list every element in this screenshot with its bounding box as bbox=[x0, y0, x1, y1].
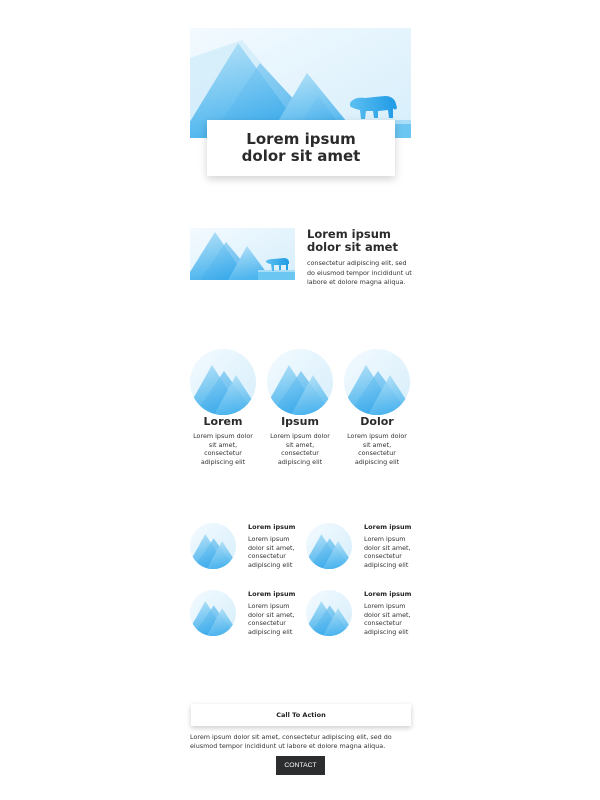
grid-item: Lorem ipsum Lorem ipsum dolor sit amet, … bbox=[306, 523, 412, 573]
grid-item-text: Lorem ipsum Lorem ipsum dolor sit amet, … bbox=[248, 523, 298, 569]
call-to-action-label: Call To Action bbox=[276, 711, 326, 719]
feature-image bbox=[190, 228, 295, 280]
hero-title: Lorem ipsum dolor sit amet bbox=[241, 130, 361, 165]
grid-item-text: Lorem ipsum Lorem ipsum dolor sit amet, … bbox=[364, 590, 414, 636]
grid-item-text: Lorem ipsum Lorem ipsum dolor sit amet, … bbox=[248, 590, 298, 636]
contact-button[interactable]: CONTACT bbox=[276, 756, 325, 775]
column-title: Ipsum bbox=[281, 415, 319, 428]
feature-body: consectetur adipiscing elit, sed do eius… bbox=[307, 259, 412, 286]
mountain-circle-icon bbox=[190, 349, 256, 415]
mountain-circle-icon bbox=[190, 523, 236, 569]
mountain-bear-icon bbox=[190, 28, 411, 138]
column-body: Lorem ipsum dolor sit amet, consectetur … bbox=[193, 432, 253, 466]
grid-item: Lorem ipsum Lorem ipsum dolor sit amet, … bbox=[190, 523, 296, 573]
grid-item-title: Lorem ipsum bbox=[248, 590, 296, 598]
column-title: Dolor bbox=[360, 415, 394, 428]
column-title: Lorem bbox=[203, 415, 243, 428]
mountain-circle-icon bbox=[190, 590, 236, 636]
grid-item: Lorem ipsum Lorem ipsum dolor sit amet, … bbox=[306, 590, 412, 640]
mountain-bear-icon bbox=[190, 228, 295, 280]
feature-title: Lorem ipsum dolor sit amet bbox=[307, 227, 398, 254]
mountain-circle-icon bbox=[344, 349, 410, 415]
mountain-circle-icon bbox=[306, 590, 352, 636]
mountain-circle-icon bbox=[267, 349, 333, 415]
hero-card: Lorem ipsum dolor sit amet bbox=[207, 120, 395, 176]
grid-item-body: Lorem ipsum dolor sit amet, consectetur … bbox=[364, 602, 411, 636]
column-body: Lorem ipsum dolor sit amet, consectetur … bbox=[270, 432, 330, 466]
call-to-action-body: Lorem ipsum dolor sit amet, consectetur … bbox=[190, 733, 392, 750]
column-item: Ipsum Lorem ipsum dolor sit amet, consec… bbox=[266, 349, 334, 466]
call-to-action-banner: Call To Action bbox=[191, 704, 411, 726]
column-body: Lorem ipsum dolor sit amet, consectetur … bbox=[347, 432, 407, 466]
grid-item-body: Lorem ipsum dolor sit amet, consectetur … bbox=[248, 602, 295, 636]
grid-item-body: Lorem ipsum dolor sit amet, consectetur … bbox=[248, 535, 295, 569]
hero-image bbox=[190, 28, 411, 138]
grid-item-body: Lorem ipsum dolor sit amet, consectetur … bbox=[364, 535, 411, 569]
column-item: Dolor Lorem ipsum dolor sit amet, consec… bbox=[343, 349, 411, 466]
grid-item-title: Lorem ipsum bbox=[364, 523, 412, 531]
grid-item-text: Lorem ipsum Lorem ipsum dolor sit amet, … bbox=[364, 523, 414, 569]
grid-item-title: Lorem ipsum bbox=[248, 523, 296, 531]
column-item: Lorem Lorem ipsum dolor sit amet, consec… bbox=[189, 349, 257, 466]
mountain-circle-icon bbox=[306, 523, 352, 569]
feature-text: Lorem ipsum dolor sit amet consectetur a… bbox=[307, 228, 412, 288]
grid-item: Lorem ipsum Lorem ipsum dolor sit amet, … bbox=[190, 590, 296, 640]
grid-item-title: Lorem ipsum bbox=[364, 590, 412, 598]
